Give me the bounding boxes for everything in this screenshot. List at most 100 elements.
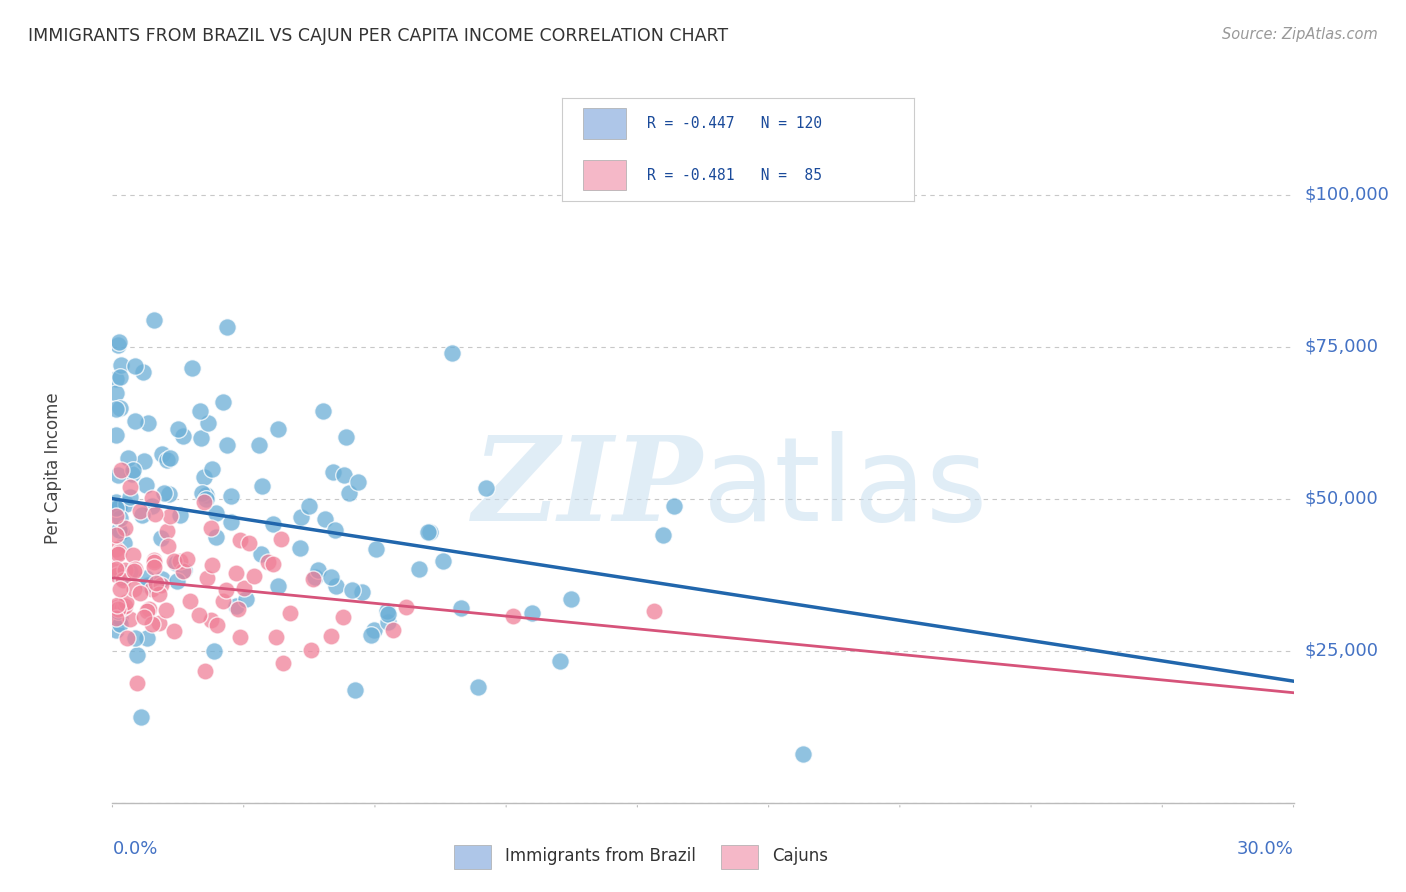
Point	[108, 334, 131, 349]
Point	[304, 570, 326, 584]
Point	[110, 611, 132, 625]
Point	[202, 643, 225, 657]
Point	[110, 463, 132, 477]
Point	[153, 485, 176, 500]
Point	[112, 573, 135, 587]
Point	[155, 603, 177, 617]
Point	[138, 602, 160, 616]
Point	[262, 557, 284, 571]
Point	[382, 623, 405, 637]
Point	[142, 553, 165, 567]
Text: Source: ZipAtlas.com: Source: ZipAtlas.com	[1222, 27, 1378, 42]
Point	[105, 623, 128, 637]
Point	[360, 627, 382, 641]
Point	[148, 586, 170, 600]
Point	[200, 521, 222, 535]
Point	[118, 480, 141, 494]
Point	[502, 609, 524, 624]
Point	[129, 504, 152, 518]
Point	[142, 555, 165, 569]
Point	[136, 417, 159, 431]
Point	[307, 563, 329, 577]
Point	[201, 461, 224, 475]
Point	[108, 582, 131, 596]
Point	[228, 602, 250, 616]
Point	[118, 566, 141, 580]
Point	[221, 489, 243, 503]
Point	[143, 313, 166, 327]
Point	[117, 451, 139, 466]
Point	[136, 578, 159, 592]
Point	[135, 631, 157, 645]
Point	[120, 612, 142, 626]
Point	[652, 528, 675, 542]
Point	[643, 604, 665, 618]
Point	[191, 485, 214, 500]
Point	[159, 509, 181, 524]
Point	[122, 548, 145, 562]
Point	[127, 648, 149, 663]
Point	[124, 564, 146, 578]
Point	[225, 599, 247, 613]
Point	[111, 600, 134, 615]
Point	[238, 536, 260, 550]
Text: ZIP: ZIP	[472, 431, 703, 546]
Point	[217, 320, 239, 334]
Point	[105, 528, 128, 542]
Point	[165, 557, 187, 571]
Point	[792, 747, 814, 761]
Point	[221, 515, 243, 529]
Point	[145, 576, 167, 591]
Point	[150, 447, 173, 461]
Point	[148, 616, 170, 631]
Point	[176, 551, 198, 566]
Point	[266, 630, 288, 644]
Point	[135, 478, 157, 492]
Point	[159, 450, 181, 465]
Point	[114, 599, 136, 613]
Point	[302, 572, 325, 586]
Point	[205, 530, 228, 544]
Text: atlas: atlas	[703, 431, 988, 546]
Point	[188, 404, 211, 418]
Point	[114, 521, 136, 535]
Point	[107, 604, 129, 618]
Point	[193, 495, 215, 509]
Point	[256, 556, 278, 570]
Point	[343, 683, 366, 698]
Text: $75,000: $75,000	[1305, 338, 1379, 356]
Point	[364, 541, 387, 556]
Point	[105, 428, 128, 442]
Point	[408, 562, 430, 576]
Point	[299, 643, 322, 657]
Point	[132, 365, 155, 379]
Point	[332, 609, 354, 624]
Point	[107, 545, 129, 559]
Point	[107, 568, 129, 582]
Point	[335, 430, 357, 444]
Point	[440, 345, 463, 359]
Point	[150, 578, 173, 592]
Point	[475, 481, 498, 495]
Point	[115, 498, 138, 512]
Point	[520, 606, 543, 620]
Point	[150, 572, 173, 586]
Point	[105, 372, 128, 386]
Point	[110, 617, 132, 632]
Point	[156, 524, 179, 538]
Point	[200, 613, 222, 627]
Text: $50,000: $50,000	[1305, 490, 1378, 508]
Point	[121, 463, 143, 477]
Point	[173, 563, 195, 577]
Point	[105, 385, 128, 400]
Point	[195, 492, 218, 507]
Point	[141, 499, 163, 513]
Point	[290, 510, 312, 524]
Point	[467, 680, 489, 694]
Point	[323, 524, 346, 538]
Point	[157, 487, 180, 501]
Point	[319, 629, 342, 643]
Point	[312, 404, 335, 418]
Point	[340, 582, 363, 597]
Point	[228, 533, 250, 548]
